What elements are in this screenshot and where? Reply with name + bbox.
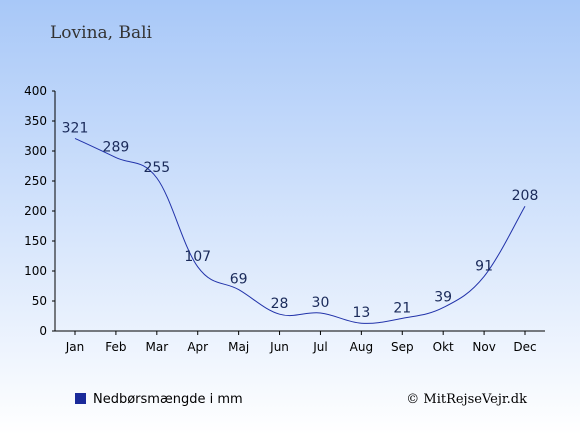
x-tick-label: Maj: [228, 340, 249, 354]
data-label: 69: [230, 272, 248, 288]
x-tick-label: Nov: [472, 340, 495, 354]
data-label: 13: [352, 305, 370, 321]
data-label: 107: [184, 249, 211, 265]
x-tick-label: Jul: [312, 340, 327, 354]
y-tick-label: 250: [24, 174, 47, 188]
data-label: 21: [393, 300, 411, 316]
data-label: 208: [512, 188, 539, 204]
series-line: [74, 137, 526, 324]
data-label: 28: [271, 296, 289, 312]
y-tick-label: 50: [32, 294, 47, 308]
data-label: 321: [62, 120, 89, 136]
x-tick-label: Feb: [105, 340, 126, 354]
data-labels: 321 289 255 107 69 28 30 13 21 39 91 208: [62, 120, 539, 321]
x-axis: Jan Feb Mar Apr Maj Jun Jul Aug Sep Okt Nov Dec: [55, 330, 545, 354]
x-tick-label: Sep: [391, 340, 414, 354]
y-tick-label: 350: [24, 114, 47, 128]
x-tick-label: Okt: [433, 340, 454, 354]
legend: Nedbørsmængde i mm: [75, 392, 243, 407]
chart-title: Lovina, Bali: [50, 23, 153, 43]
x-tick-label: Jun: [269, 340, 289, 354]
y-tick-label: 200: [24, 204, 47, 218]
y-axis: 0 50 100 150 200 250 300 350 400: [24, 84, 56, 338]
x-tick-label: Jan: [65, 340, 85, 354]
data-label: 255: [143, 160, 170, 176]
legend-swatch: [75, 393, 86, 404]
y-tick-label: 150: [24, 234, 47, 248]
x-tick-label: Aug: [350, 340, 373, 354]
y-tick-label: 100: [24, 264, 47, 278]
x-tick-label: Apr: [187, 340, 208, 354]
data-label: 30: [312, 295, 330, 311]
data-label: 91: [475, 258, 493, 274]
y-tick-label: 400: [24, 84, 47, 98]
series-layer: [74, 137, 526, 324]
y-tick-label: 300: [24, 144, 47, 158]
copyright-text: © MitRejseVejr.dk: [406, 392, 527, 407]
data-label: 39: [434, 290, 452, 306]
x-tick-label: Dec: [513, 340, 536, 354]
y-tick-label: 0: [39, 324, 47, 338]
x-tick-label: Mar: [145, 340, 168, 354]
legend-label: Nedbørsmængde i mm: [93, 392, 243, 407]
data-label: 289: [103, 140, 130, 156]
